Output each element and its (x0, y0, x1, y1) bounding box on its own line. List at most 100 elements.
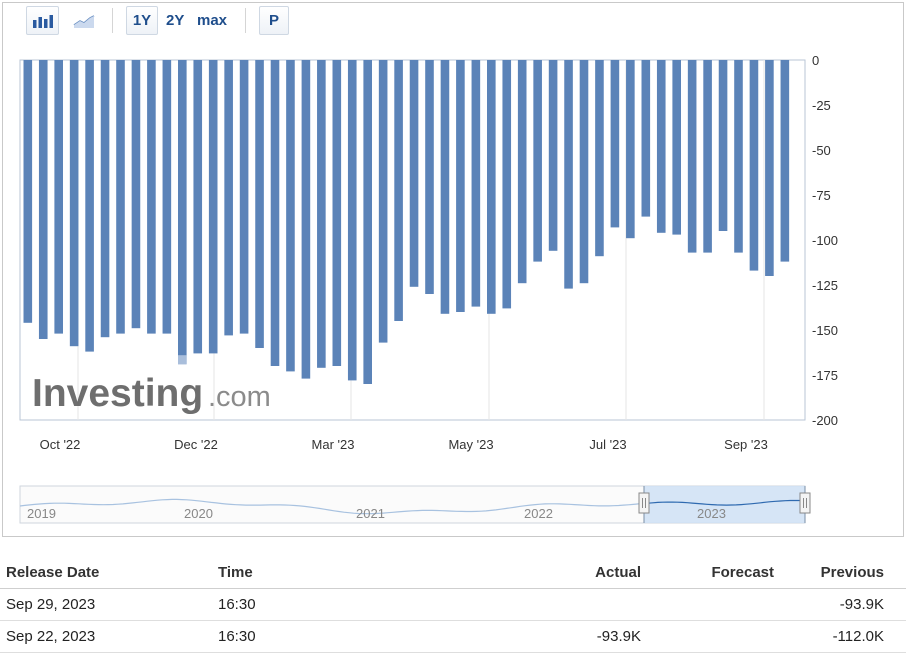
navigator-right-handle[interactable] (799, 492, 811, 514)
bar[interactable] (440, 60, 450, 314)
toolbar-separator (245, 8, 246, 33)
bar[interactable] (162, 60, 172, 334)
bar[interactable] (255, 60, 264, 348)
chart-area: 0 -25 -50 -75 -100 -125 -150 -175 -200 Oct '22 De… (19, 53, 838, 524)
bar[interactable] (224, 60, 233, 336)
bar[interactable] (394, 60, 403, 321)
navigator: 2019 2020 2021 2022 2023 (19, 485, 806, 524)
bar[interactable] (610, 60, 620, 228)
bar-chart-icon (32, 14, 53, 28)
x-tick-label: May '23 (448, 437, 493, 452)
bar[interactable] (703, 60, 712, 253)
bar[interactable] (317, 60, 326, 368)
bar[interactable] (332, 60, 342, 366)
toolbar-separator (112, 8, 113, 33)
y-tick-label: -25 (812, 98, 831, 113)
bar[interactable] (270, 60, 280, 366)
x-tick-label: Oct '22 (40, 437, 81, 452)
header-forecast: Forecast (641, 556, 774, 589)
bar[interactable] (718, 60, 728, 231)
forecast-cell (641, 588, 774, 621)
bar[interactable] (456, 60, 465, 312)
bar[interactable] (487, 60, 496, 314)
bar[interactable] (595, 60, 604, 257)
x-tick-label: Jul '23 (589, 437, 626, 452)
y-tick-label: -150 (812, 323, 838, 338)
y-tick-label: -50 (812, 143, 831, 158)
bar[interactable] (116, 60, 125, 334)
bar-hover-highlight (178, 355, 187, 365)
bar[interactable] (656, 60, 666, 233)
bar[interactable] (780, 60, 790, 262)
bar[interactable] (147, 60, 156, 334)
bar[interactable] (347, 60, 357, 381)
header-previous: Previous (774, 556, 906, 589)
p-button[interactable]: P (259, 6, 289, 35)
bar[interactable] (471, 60, 481, 307)
header-actual: Actual (518, 556, 641, 589)
release-table: Release Date Time Actual Forecast Previo… (0, 556, 906, 653)
bar[interactable] (425, 60, 434, 294)
bar[interactable] (548, 60, 558, 251)
bar[interactable] (533, 60, 542, 262)
range-2y-button[interactable]: 2Y (166, 12, 185, 29)
y-axis: 0 -25 -50 -75 -100 -125 -150 -175 -200 (812, 53, 838, 428)
navigator-year-label: 2023 (697, 506, 726, 521)
header-time: Time (218, 556, 518, 589)
release-date-cell: Sep 29, 2023 (0, 588, 218, 621)
bar[interactable] (38, 60, 48, 339)
bar[interactable] (687, 60, 697, 253)
bar[interactable] (178, 60, 187, 365)
bar[interactable] (69, 60, 79, 347)
previous-cell: -93.9K (774, 588, 906, 621)
bar[interactable] (23, 60, 33, 323)
bar[interactable] (100, 60, 110, 338)
bar[interactable] (734, 60, 743, 253)
bar[interactable] (85, 60, 94, 352)
bar[interactable] (765, 60, 774, 276)
table-header-row: Release Date Time Actual Forecast Previo… (0, 556, 906, 589)
bar[interactable] (378, 60, 388, 343)
navigator-year-label: 2020 (184, 506, 213, 521)
header-release-date: Release Date (0, 556, 218, 589)
navigator-left-handle[interactable] (638, 492, 650, 514)
x-tick-label: Sep '23 (724, 437, 768, 452)
bar[interactable] (626, 60, 635, 239)
bar[interactable] (131, 60, 141, 329)
y-tick-label: 0 (812, 53, 819, 68)
range-max-button[interactable]: max (197, 12, 228, 29)
bar[interactable] (239, 60, 249, 334)
bar-series (23, 60, 790, 384)
bar[interactable] (517, 60, 527, 284)
actual-cell (518, 588, 641, 621)
bar-chart-button[interactable] (26, 6, 59, 35)
x-tick-label: Mar '23 (312, 437, 355, 452)
bar[interactable] (193, 60, 203, 354)
bar[interactable] (409, 60, 419, 287)
bar[interactable] (672, 60, 681, 235)
navigator-year-label: 2021 (356, 506, 385, 521)
watermark-suffix: .com (208, 381, 271, 413)
y-tick-label: -125 (812, 278, 838, 293)
y-tick-label: -75 (812, 188, 831, 203)
bar[interactable] (502, 60, 512, 309)
bar[interactable] (579, 60, 589, 284)
bar[interactable] (749, 60, 759, 271)
x-tick-label: Dec '22 (174, 437, 218, 452)
bar[interactable] (208, 60, 218, 354)
bar[interactable] (564, 60, 573, 289)
bar[interactable] (641, 60, 651, 217)
y-tick-label: -175 (812, 368, 838, 383)
time-cell: 16:30 (218, 588, 518, 621)
table-row: Sep 29, 2023 16:30 -93.9K (0, 588, 906, 621)
bar[interactable] (363, 60, 372, 384)
navigator-year-label: 2022 (524, 506, 553, 521)
line-chart-icon (73, 14, 94, 28)
line-chart-button[interactable] (67, 6, 100, 35)
x-axis: Oct '22 Dec '22 Mar '23 May '23 Jul '23 Sep '… (40, 437, 768, 452)
bar[interactable] (286, 60, 295, 372)
navigator-year-label: 2019 (27, 506, 56, 521)
range-1y-button[interactable]: 1Y (126, 6, 158, 35)
bar[interactable] (301, 60, 311, 379)
bar[interactable] (54, 60, 63, 334)
